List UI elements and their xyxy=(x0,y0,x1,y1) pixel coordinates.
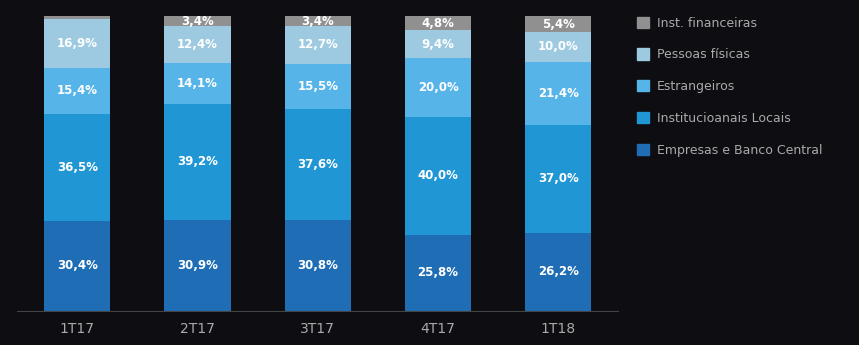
Bar xyxy=(285,63,351,109)
Text: 5,4%: 5,4% xyxy=(542,18,575,31)
Bar xyxy=(285,26,351,63)
Text: 14,1%: 14,1% xyxy=(177,77,218,90)
Bar xyxy=(405,117,472,235)
Text: 3,4%: 3,4% xyxy=(181,15,214,28)
Bar xyxy=(44,221,110,310)
Text: 12,7%: 12,7% xyxy=(297,38,338,51)
Text: 15,5%: 15,5% xyxy=(297,80,338,93)
Text: 10,0%: 10,0% xyxy=(538,40,579,53)
Bar xyxy=(165,219,230,310)
Text: 9,4%: 9,4% xyxy=(422,38,454,51)
Bar xyxy=(405,58,472,117)
Text: 30,9%: 30,9% xyxy=(177,258,218,272)
Text: 39,2%: 39,2% xyxy=(177,155,218,168)
Bar xyxy=(285,220,351,310)
Bar xyxy=(285,16,351,26)
Text: 40,0%: 40,0% xyxy=(417,169,459,182)
Bar xyxy=(526,61,592,125)
Text: 15,4%: 15,4% xyxy=(57,85,98,98)
Text: 26,2%: 26,2% xyxy=(538,265,579,278)
Text: 3,4%: 3,4% xyxy=(302,15,334,28)
Bar xyxy=(405,30,472,58)
Bar xyxy=(526,16,592,32)
Text: 30,4%: 30,4% xyxy=(57,259,98,272)
Text: 36,5%: 36,5% xyxy=(57,161,98,174)
Text: 12,4%: 12,4% xyxy=(177,38,218,51)
Bar xyxy=(165,104,230,219)
Text: 25,8%: 25,8% xyxy=(417,266,459,279)
Text: 30,8%: 30,8% xyxy=(297,259,338,272)
Text: 16,9%: 16,9% xyxy=(57,37,98,50)
Bar xyxy=(526,32,592,61)
Bar xyxy=(44,19,110,68)
Text: 20,0%: 20,0% xyxy=(417,81,459,94)
Bar xyxy=(44,16,110,19)
Text: 21,4%: 21,4% xyxy=(538,87,579,100)
Text: 4,8%: 4,8% xyxy=(422,17,454,30)
Bar xyxy=(165,26,230,63)
Bar xyxy=(526,234,592,310)
Text: 37,6%: 37,6% xyxy=(297,158,338,171)
Legend: Inst. financeiras, Pessoas físicas, Estrangeiros, Institucioanais Locais, Empres: Inst. financeiras, Pessoas físicas, Estr… xyxy=(637,17,822,157)
Bar xyxy=(44,114,110,221)
Bar xyxy=(526,125,592,234)
Bar xyxy=(405,235,472,310)
Bar xyxy=(165,63,230,104)
Text: 37,0%: 37,0% xyxy=(538,172,579,186)
Bar xyxy=(285,109,351,220)
Bar xyxy=(165,16,230,26)
Bar xyxy=(44,68,110,114)
Bar xyxy=(405,16,472,30)
